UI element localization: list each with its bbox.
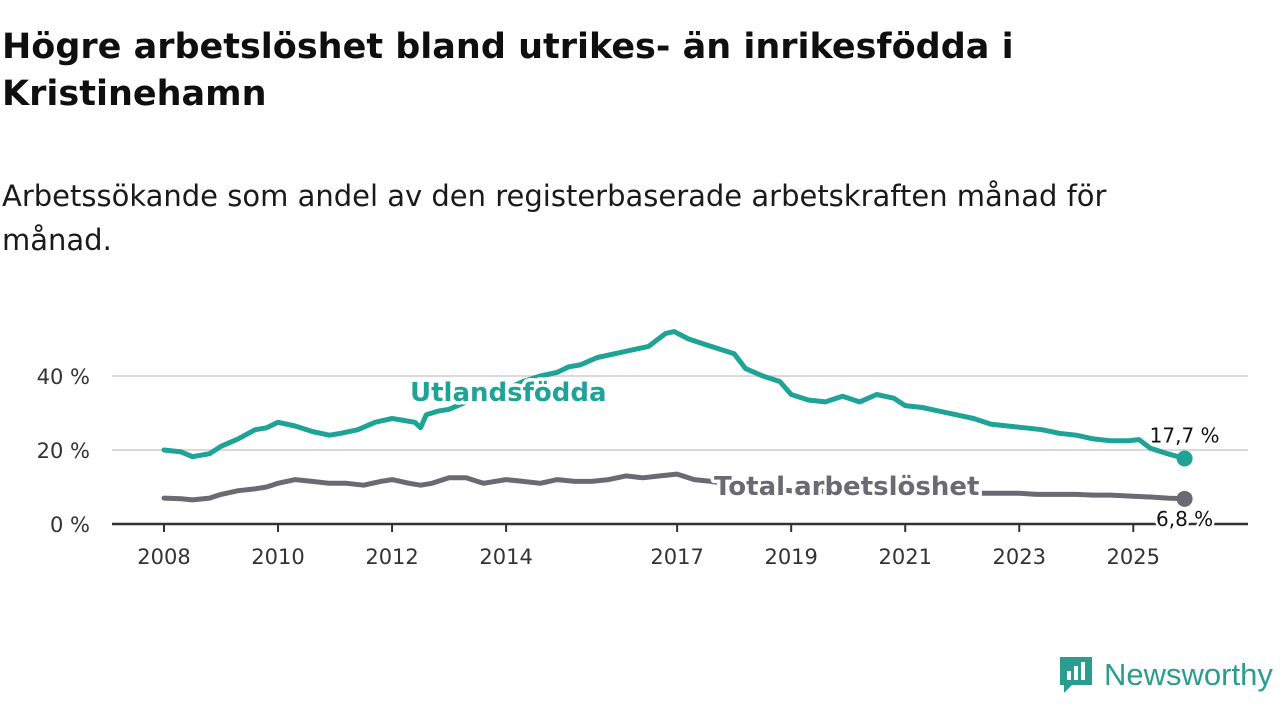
- x-tick-label: 2014: [479, 545, 532, 569]
- x-tick-label: 2012: [365, 545, 418, 569]
- x-tick-label: 2017: [650, 545, 703, 569]
- total-arbetsloshet-line-end-point: [1176, 490, 1193, 507]
- x-tick-label: 2023: [993, 545, 1046, 569]
- x-tick-label: 2010: [251, 545, 304, 569]
- y-tick-label: 20 %: [37, 439, 90, 463]
- series-layer: [161, 329, 1193, 507]
- newsworthy-logo-icon: [1060, 657, 1092, 693]
- total-end-value: 6,8 %: [1156, 507, 1213, 531]
- utlandsfodda-series-label: Utlandsfödda: [410, 378, 607, 408]
- utlandsfodda-line-end-point: [1176, 450, 1193, 467]
- x-tick-label: 2008: [137, 545, 190, 569]
- brand-name: Newsworthy: [1104, 657, 1273, 692]
- utlandsfodda-line: [161, 329, 1188, 461]
- chart-subtitle: Arbetssökande som andel av den registerb…: [2, 179, 1107, 257]
- label-layer: Utlandsfödda Total arbetslöshet 17,7 % 6,8 …: [407, 375, 1223, 534]
- x-tick-label: 2025: [1107, 545, 1160, 569]
- x-axis: 2008 2010 2012 2014 2017 2019 2021 2023 2025: [112, 522, 1248, 569]
- total-series-label: Total arbetslöshet: [714, 472, 979, 502]
- x-tick-label: 2021: [878, 545, 931, 569]
- chart-title: Högre arbetslöshet bland utrikes- än inr…: [2, 27, 1014, 114]
- newsworthy-logo: Newsworthy: [1058, 654, 1273, 696]
- y-tick-label: 40 %: [37, 365, 90, 389]
- utlandsfodda-end-value: 17,7 %: [1150, 424, 1220, 448]
- x-tick-label: 2019: [764, 545, 817, 569]
- line-chart: 0 % 20 % 40 % 2008 2010 2012 2014 2017 2019 2021…: [37, 329, 1248, 569]
- grid-lines: 0 % 20 % 40 %: [37, 365, 1248, 537]
- total-arbetsloshet-line: [161, 471, 1188, 503]
- y-tick-label: 0 %: [50, 513, 90, 537]
